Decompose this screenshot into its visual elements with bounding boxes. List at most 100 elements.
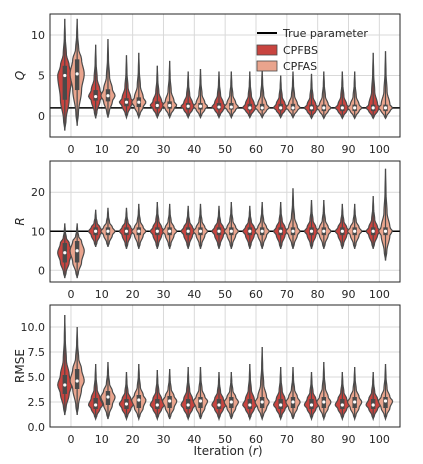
x-tick-label-10: 10 xyxy=(95,433,109,446)
y-tick-label: 5 xyxy=(38,70,45,83)
violin-median-dot xyxy=(322,400,326,404)
legend-true-label: True parameter xyxy=(282,27,368,40)
violin-median-dot xyxy=(106,94,110,98)
x-tick-label-70: 70 xyxy=(280,288,294,301)
violin-median-dot xyxy=(106,395,110,399)
panel-frame xyxy=(49,160,401,283)
x-tick-label-90: 90 xyxy=(342,433,356,446)
violin-median-dot xyxy=(322,229,326,233)
violin-median-dot xyxy=(137,229,141,233)
violin-median-dot xyxy=(168,229,172,233)
violin-median-dot xyxy=(340,403,344,407)
x-tick-label-40: 40 xyxy=(187,143,201,156)
violin-median-dot xyxy=(353,229,357,233)
violin-median-dot xyxy=(186,104,190,108)
x-tick-label-90: 90 xyxy=(342,143,356,156)
y-tick-label: 10 xyxy=(31,225,45,238)
violin-median-dot xyxy=(371,403,375,407)
y-axis-label-r: R xyxy=(13,217,27,225)
violin-median-dot xyxy=(217,229,221,233)
violin-median-dot xyxy=(291,229,295,233)
legend-cpfas-label: CPFAS xyxy=(283,60,317,73)
x-tick-label-0: 0 xyxy=(67,288,74,301)
violin-median-dot xyxy=(155,229,159,233)
violin-median-dot xyxy=(383,229,388,233)
x-tick-label-60: 60 xyxy=(249,433,263,446)
panel-frame xyxy=(49,13,401,138)
x-tick-label-30: 30 xyxy=(156,433,170,446)
violin-median-dot xyxy=(94,403,98,407)
violin-median-dot xyxy=(168,399,172,403)
violin-median-dot xyxy=(186,229,190,233)
violin-median-dot xyxy=(309,229,314,233)
violin-median-dot xyxy=(94,229,98,233)
x-tick-label-40: 40 xyxy=(187,288,201,301)
violin-median-dot xyxy=(75,379,79,383)
x-tick-label-30: 30 xyxy=(156,143,170,156)
x-tick-label-40: 40 xyxy=(187,433,201,446)
x-tick-label-50: 50 xyxy=(218,288,232,301)
x-axis-label: Iteration (r) xyxy=(193,444,262,458)
violin-median-dot xyxy=(248,229,252,233)
x-tick-label-60: 60 xyxy=(249,143,263,156)
violin-median-dot xyxy=(168,103,172,108)
x-tick-label-0: 0 xyxy=(67,433,74,446)
violin-median-dot xyxy=(124,402,129,406)
x-axis-label-var: r xyxy=(253,444,259,458)
violin-median-dot xyxy=(124,229,129,233)
violin-median-dot xyxy=(106,229,110,233)
violin-median-dot xyxy=(248,403,252,407)
violin-median-dot xyxy=(155,103,159,108)
violin-median-dot xyxy=(279,403,283,407)
violin-median-dot xyxy=(198,229,203,233)
panel-frame xyxy=(49,304,401,428)
violin-median-dot xyxy=(260,229,264,233)
x-tick-label-100: 100 xyxy=(369,433,390,446)
x-tick-label-70: 70 xyxy=(280,143,294,156)
violin-median-dot xyxy=(383,106,388,110)
y-tick-label: 10 xyxy=(31,29,45,42)
violin-iqr-box xyxy=(62,65,68,100)
y-tick-label: 5.0 xyxy=(28,371,46,384)
legend-cpfbs-label: CPFBS xyxy=(283,44,318,57)
x-tick-label-30: 30 xyxy=(156,288,170,301)
y-tick-label: 20 xyxy=(31,186,45,199)
legend-cpfas-swatch xyxy=(256,60,278,72)
y-tick-label: 0 xyxy=(38,110,45,123)
violin-median-dot xyxy=(94,94,98,99)
violin-median-dot xyxy=(63,251,67,255)
x-tick-label-50: 50 xyxy=(218,143,232,156)
legend-cpfbs-swatch xyxy=(256,44,278,56)
violin-median-dot xyxy=(217,105,221,109)
y-tick-label: 0.0 xyxy=(28,421,46,434)
panel-rmse: 0.0 2.5 5.0 7.5 10.0 0 10 20 30 40 50 60 70 80 90 100 RM… xyxy=(13,304,401,446)
violin-median-dot xyxy=(137,100,141,104)
violin-median-dot xyxy=(217,403,221,407)
y-tick-label: 10.0 xyxy=(21,321,46,334)
violin-median-dot xyxy=(371,229,375,233)
y-tick-label: 7.5 xyxy=(28,346,46,359)
y-axis-label-q: Q xyxy=(13,71,27,80)
violin-median-dot xyxy=(155,403,159,407)
violin-median-dot xyxy=(340,229,344,233)
violin-median-dot xyxy=(137,398,141,402)
x-tick-label-20: 20 xyxy=(126,433,140,446)
violin-median-dot xyxy=(260,106,264,110)
violin-median-dot xyxy=(229,400,233,404)
x-tick-label-50: 50 xyxy=(218,433,232,446)
violin-median-dot xyxy=(291,106,295,110)
violin-median-dot xyxy=(198,399,203,403)
x-tick-label-100: 100 xyxy=(369,143,390,156)
violin-median-dot xyxy=(309,403,314,407)
x-tick-label-10: 10 xyxy=(95,143,109,156)
x-tick-label-60: 60 xyxy=(249,288,263,301)
x-tick-label-20: 20 xyxy=(126,288,140,301)
violin-median-dot xyxy=(248,106,252,110)
x-tick-label-0: 0 xyxy=(67,143,74,156)
violin-median-dot xyxy=(309,106,314,110)
violin-median-dot xyxy=(186,403,190,407)
violin-median-dot xyxy=(63,383,67,387)
violin-median-dot xyxy=(229,229,233,233)
